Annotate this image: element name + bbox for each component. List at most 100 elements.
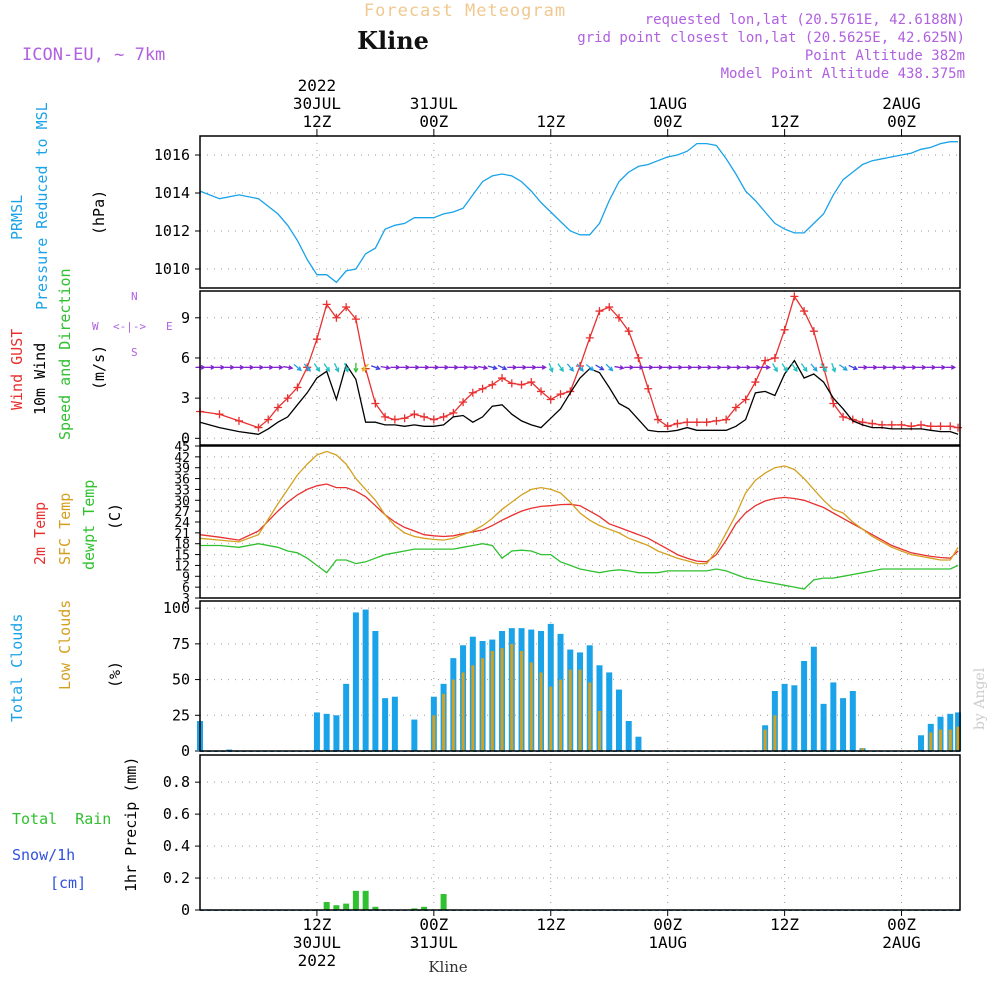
wind-arrow-head <box>473 364 479 370</box>
series-wind-gust <box>199 294 959 429</box>
gust-marker <box>283 394 292 403</box>
wind-arrow-shaft <box>848 364 858 370</box>
watermark: by Angel <box>972 667 988 730</box>
gust-marker <box>264 415 273 424</box>
wind-arrow <box>400 364 411 370</box>
wind-arrow <box>831 362 837 373</box>
wind-arrow-head <box>415 364 421 370</box>
wind-arrow-shaft <box>497 364 507 370</box>
gust-marker <box>712 416 721 425</box>
bar-total-clouds <box>343 683 350 751</box>
bar-low-clouds <box>861 748 865 751</box>
bar-low-clouds <box>510 643 514 751</box>
wind-arrow <box>526 364 538 370</box>
wind-arrow-shaft <box>781 363 788 372</box>
wind-arrow <box>936 364 947 370</box>
svg-text:Wind GUST: Wind GUST <box>8 329 26 410</box>
wind-arrow <box>916 364 927 370</box>
bar-low-clouds <box>520 651 524 751</box>
grid-point-coords: grid point closest lon,lat (20.5625E, 42… <box>577 30 965 46</box>
gust-marker <box>624 327 633 336</box>
gust-marker <box>683 418 692 427</box>
gust-marker <box>595 307 604 316</box>
legend-total-rain: Total Rain <box>12 810 111 828</box>
gust-marker <box>780 325 789 334</box>
bar-low-clouds <box>471 665 475 751</box>
bar-low-clouds <box>549 686 553 751</box>
ytick-label: 27 <box>174 505 190 520</box>
wind-arrow <box>439 364 450 370</box>
wind-arrow <box>361 363 370 372</box>
wind-arrow <box>344 362 349 373</box>
wind-arrow-head <box>658 364 664 370</box>
panel-frame <box>199 290 961 446</box>
gust-marker <box>605 303 614 312</box>
wind-arrow <box>557 363 564 373</box>
gust-marker <box>926 422 935 431</box>
ytick-label: 0 <box>181 742 190 760</box>
bar-total-clouds <box>918 735 925 751</box>
bar-total-clouds <box>801 661 808 751</box>
wind-arrow-shaft <box>548 362 553 372</box>
wind-arrow-head <box>589 366 595 372</box>
bar-low-clouds <box>568 669 572 751</box>
ytick-label: 75 <box>172 635 190 653</box>
gust-marker <box>770 353 779 362</box>
wind-arrow-head <box>707 364 713 370</box>
bar-total-clouds <box>791 685 798 751</box>
model-label: ICON-EU, ~ 7km <box>22 45 165 65</box>
wind-arrow <box>478 365 489 371</box>
wind-arrow-head <box>424 364 430 370</box>
ytick-label: 0 <box>181 429 190 447</box>
svg-text:(C): (C) <box>106 503 124 530</box>
wind-arrow <box>643 364 655 370</box>
wind-arrow-head <box>608 366 614 372</box>
gust-marker <box>663 422 672 431</box>
top-tick-label: 12Z <box>302 112 331 131</box>
wind-arrow <box>333 362 340 373</box>
wind-arrow <box>429 364 440 370</box>
gust-marker <box>800 307 809 316</box>
wind-arrow-head <box>773 367 778 373</box>
panel-frame <box>199 445 961 599</box>
wind-arrow-shaft <box>810 363 818 372</box>
bar-total-clouds <box>372 631 379 751</box>
wind-arrow-head <box>950 364 957 370</box>
gust-marker <box>936 422 945 431</box>
bar-total-clouds <box>411 719 418 751</box>
wind-arrow-head <box>325 366 331 373</box>
wind-arrow-head <box>229 364 236 370</box>
wind-arrow <box>353 362 359 374</box>
wind-arrow <box>273 364 284 370</box>
wind-arrow-shaft <box>605 363 613 371</box>
wind-arrow-shaft <box>772 363 778 372</box>
wind-arrow <box>313 363 321 373</box>
svg-text:SFC Temp: SFC Temp <box>56 493 74 565</box>
gust-marker <box>848 415 857 424</box>
wind-arrow-shaft <box>831 362 836 372</box>
series-10m-wind <box>199 359 959 435</box>
ytick-label: 45 <box>174 440 190 455</box>
bar-low-clouds <box>500 648 504 751</box>
bar-low-clouds <box>956 726 960 751</box>
wind-arrow <box>945 364 957 370</box>
gust-marker <box>312 335 321 344</box>
wind-arrow-head <box>239 364 245 370</box>
wind-arrow-head <box>756 364 762 370</box>
top-tick-label: 00Z <box>887 112 916 131</box>
wind-arrow <box>633 364 645 370</box>
wind-arrow <box>692 364 703 370</box>
wind-arrow-head <box>395 364 401 370</box>
ytick-label: 39 <box>174 462 190 477</box>
bar-low-clouds <box>578 669 582 751</box>
gust-marker <box>215 410 224 419</box>
wind-arrow-shaft <box>293 363 302 371</box>
gust-marker <box>390 415 399 424</box>
bar-low-clouds <box>451 679 455 751</box>
bottom-tick-label: 12Z <box>536 915 565 934</box>
bar-low-clouds <box>929 732 933 751</box>
ytick-label: 0 <box>181 901 190 919</box>
wind-arrow-shaft <box>380 365 390 369</box>
wind-arrow <box>702 364 713 370</box>
wind-arrow-shaft <box>362 363 370 372</box>
